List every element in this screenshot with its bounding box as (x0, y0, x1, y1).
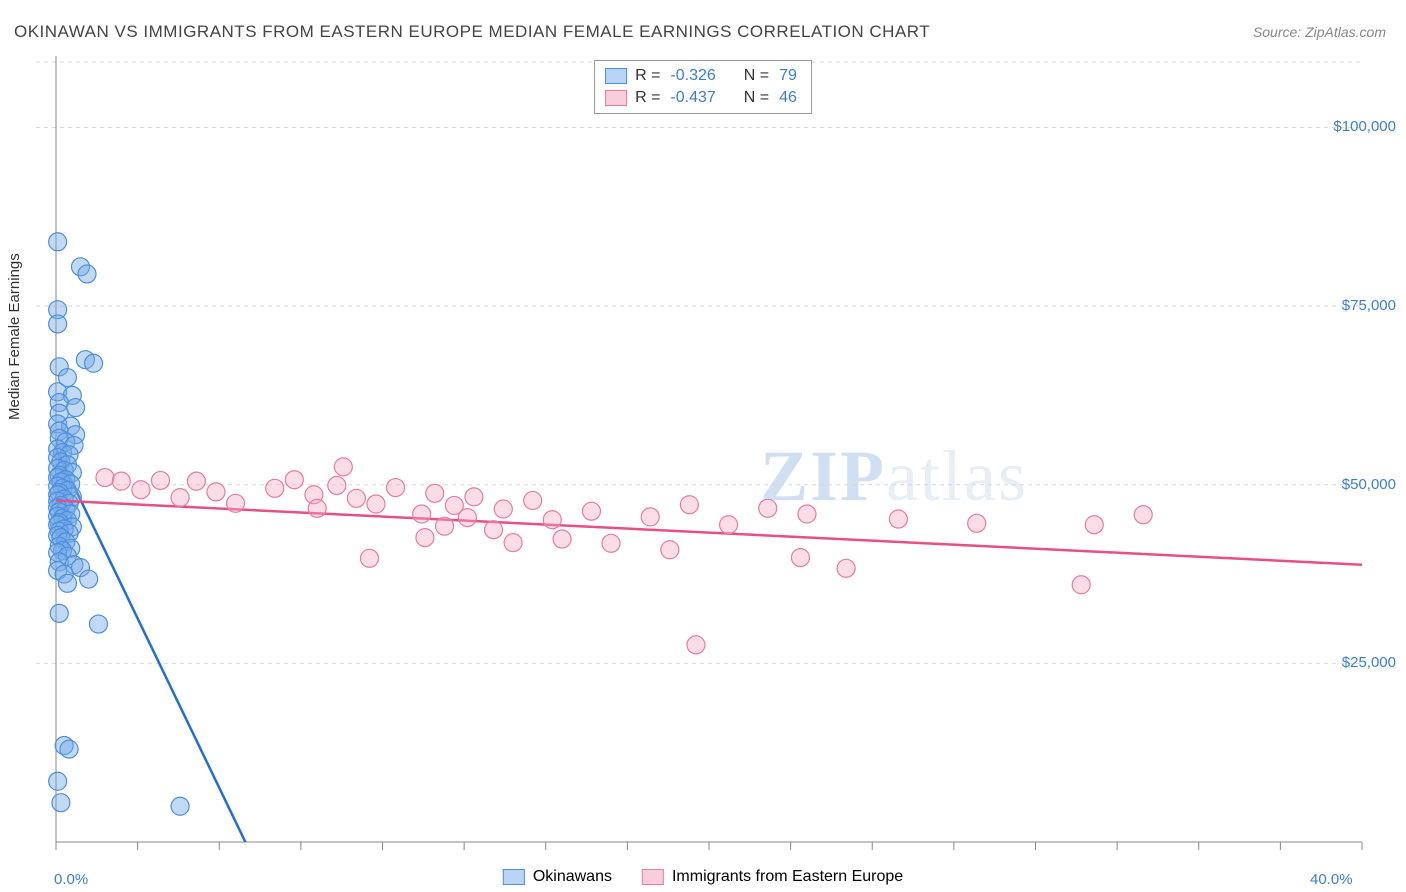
y-tick-label: $25,000 (1342, 654, 1396, 671)
legend-correlation: R = -0.326 N = 79 R = -0.437 N = 46 (594, 60, 812, 114)
legend-row-okinawans: R = -0.326 N = 79 (605, 65, 801, 87)
legend-label: Okinawans (533, 868, 612, 886)
legend-swatch-okinawans (503, 869, 525, 885)
legend-swatch-okinawans (605, 68, 627, 84)
chart-container: OKINAWAN VS IMMIGRANTS FROM EASTERN EURO… (0, 0, 1406, 892)
r-label: R = (635, 89, 660, 107)
legend-row-immigrants: R = -0.437 N = 46 (605, 87, 801, 109)
n-label: N = (744, 67, 769, 85)
legend-swatch-immigrants (642, 869, 664, 885)
legend-label: Immigrants from Eastern Europe (672, 868, 903, 886)
x-tick-label: 40.0% (1310, 871, 1353, 888)
y-tick-label: $75,000 (1342, 297, 1396, 314)
legend-series: Okinawans Immigrants from Eastern Europe (503, 868, 903, 886)
y-tick-label: $50,000 (1342, 476, 1396, 493)
legend-item-okinawans: Okinawans (503, 868, 612, 886)
n-label: N = (744, 89, 769, 107)
legend-swatch-immigrants (605, 90, 627, 106)
r-value: -0.437 (670, 89, 715, 107)
x-tick-label: 0.0% (54, 871, 88, 888)
scatter-chart (0, 0, 1406, 892)
y-tick-label: $100,000 (1333, 118, 1396, 135)
legend-item-immigrants: Immigrants from Eastern Europe (642, 868, 903, 886)
r-label: R = (635, 67, 660, 85)
n-value: 46 (779, 89, 797, 107)
r-value: -0.326 (670, 67, 715, 85)
n-value: 79 (779, 67, 797, 85)
